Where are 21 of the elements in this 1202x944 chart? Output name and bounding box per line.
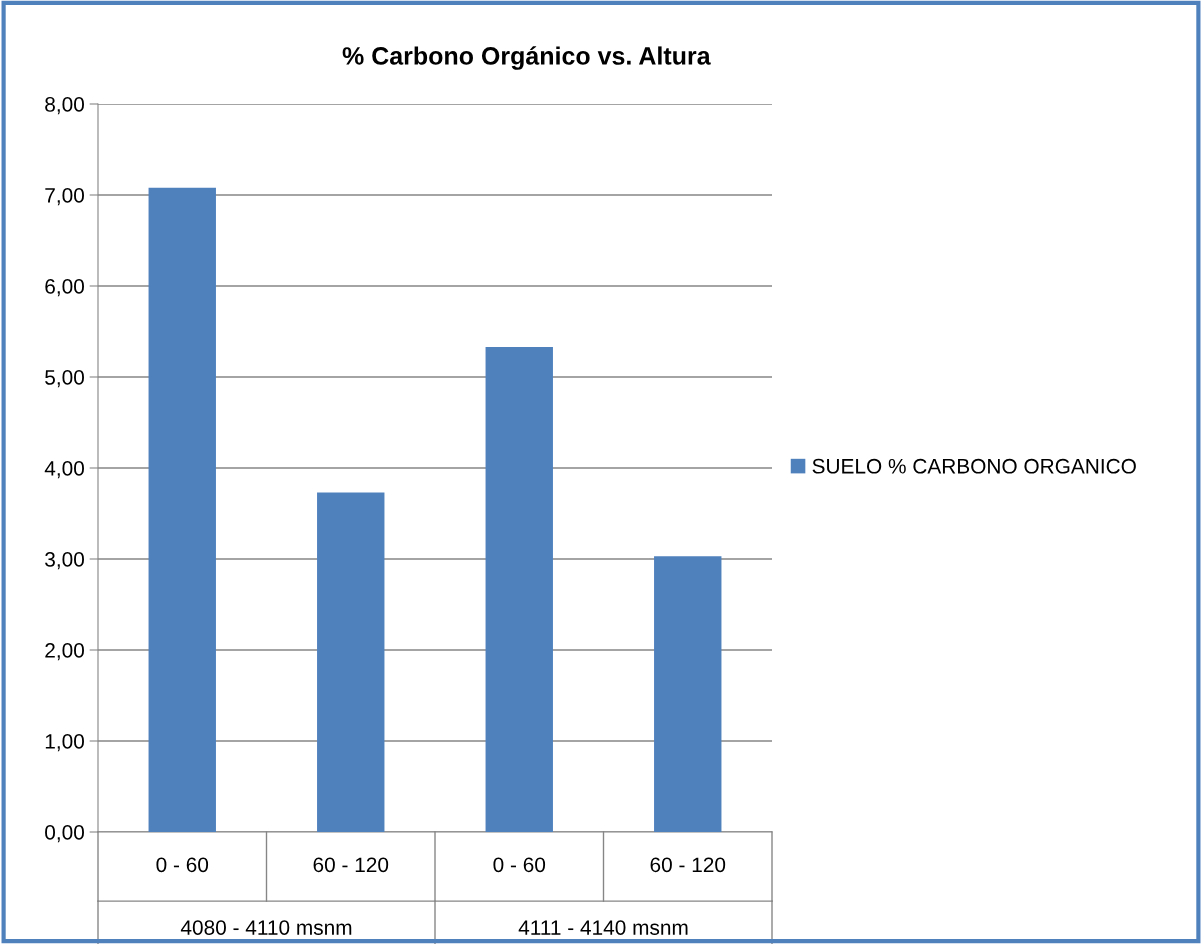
x-tick-label: 60 - 120 xyxy=(650,857,726,873)
y-tick-label: 2,00 xyxy=(45,643,84,661)
bar xyxy=(317,492,385,832)
y-tick-label: 0,00 xyxy=(45,825,84,843)
y-tick-label: 6,00 xyxy=(45,279,84,297)
text: 4080 - 4110 msnm xyxy=(180,920,352,935)
chart-title: % Carbono Orgánico vs. Altura xyxy=(342,46,711,70)
y-tick-label: 7,00 xyxy=(45,188,84,206)
legend-label: SUELO % CARBONO ORGANICO xyxy=(812,458,1136,474)
x-tick-label: 60 - 120 xyxy=(313,857,389,873)
y-tick-label: 1,00 xyxy=(45,734,84,752)
y-tick-label: 8,00 xyxy=(45,97,84,115)
x-tick-label: 0 - 60 xyxy=(493,857,546,873)
bar xyxy=(654,556,722,832)
y-tick-label: 3,00 xyxy=(45,552,84,570)
y-tick-label: 4,00 xyxy=(44,461,84,479)
y-tick-label: 5,00 xyxy=(45,370,84,388)
x-tick-label: 0 - 60 xyxy=(156,857,209,873)
bar xyxy=(485,346,553,832)
text: 4111 - 4140 msnm xyxy=(518,920,688,935)
bar xyxy=(148,187,216,832)
